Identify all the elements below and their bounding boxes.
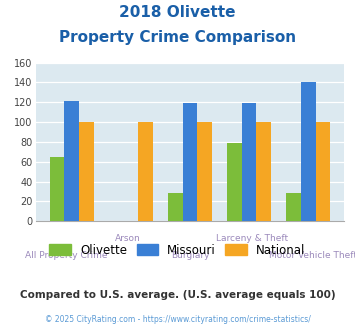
Text: Compared to U.S. average. (U.S. average equals 100): Compared to U.S. average. (U.S. average … (20, 290, 335, 300)
Text: Arson: Arson (115, 234, 141, 243)
Text: Motor Vehicle Theft: Motor Vehicle Theft (269, 251, 355, 260)
Text: Property Crime Comparison: Property Crime Comparison (59, 30, 296, 45)
Bar (138, 122, 153, 221)
Bar (64, 101, 79, 221)
Text: All Property Crime: All Property Crime (25, 251, 108, 260)
Bar (79, 122, 94, 221)
Bar (301, 82, 316, 221)
Text: Larceny & Theft: Larceny & Theft (215, 234, 288, 243)
Bar (50, 157, 64, 221)
Text: Burglary: Burglary (171, 251, 209, 260)
Text: 2018 Olivette: 2018 Olivette (119, 5, 236, 20)
Bar (197, 122, 212, 221)
Bar (286, 193, 301, 221)
Bar (242, 103, 256, 221)
Bar (256, 122, 271, 221)
Bar (168, 193, 182, 221)
Bar (316, 122, 330, 221)
Legend: Olivette, Missouri, National: Olivette, Missouri, National (45, 239, 310, 261)
Text: © 2025 CityRating.com - https://www.cityrating.com/crime-statistics/: © 2025 CityRating.com - https://www.city… (45, 315, 310, 324)
Bar (182, 103, 197, 221)
Bar (227, 143, 242, 221)
